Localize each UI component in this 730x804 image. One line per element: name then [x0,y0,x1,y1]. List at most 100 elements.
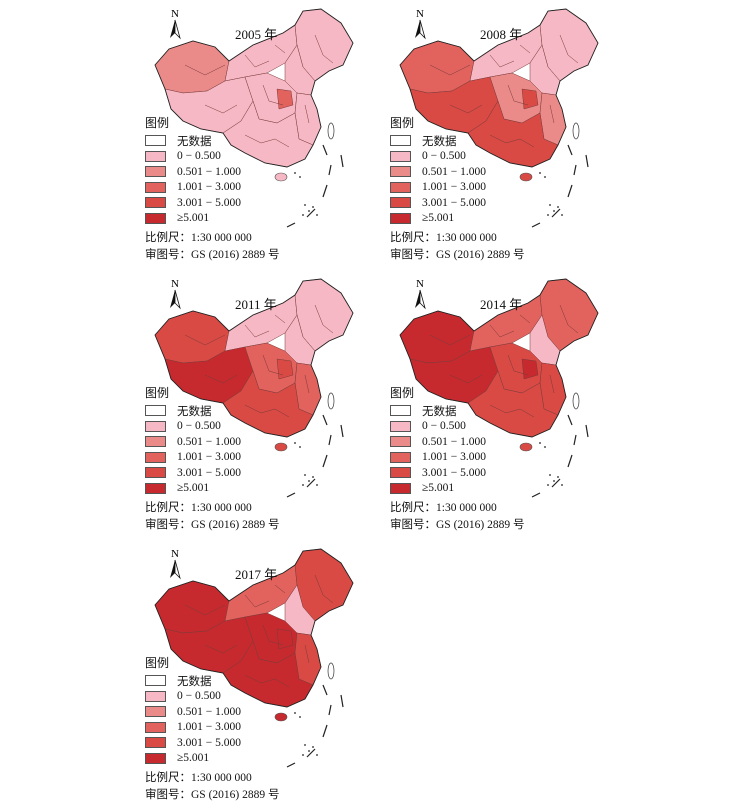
legend-label: 0 − 0.500 [422,420,466,433]
map-footer: 比例尺：1:30 000 000 审图号：GS (2016) 2889 号 [145,230,279,264]
maritime-boundary-dash [322,414,328,426]
island-dot [561,484,563,486]
province-boundary [244,324,270,338]
legend-title: 图例 [390,386,415,400]
map-year-label: 2005 年 [235,27,278,42]
maritime-boundary-dash [328,434,332,446]
region-taiwan [572,392,580,410]
island-dot [304,474,306,476]
maritime-boundary-dash [573,434,577,446]
province-boundary [314,574,334,604]
island-dot [308,210,310,212]
legend-label: 0.501 − 1.000 [422,435,486,448]
island-dot [547,214,549,216]
province-boundary [274,584,286,594]
legend-label: 1.001 − 3.000 [422,451,486,464]
legend-item: 0.501 − 1.000 [390,164,590,180]
legend-swatch [390,436,411,448]
choropleth-map [399,8,599,228]
legend-swatch [145,482,166,494]
north-arrow-icon: N [415,8,426,40]
maritime-boundary-dash [328,704,332,716]
maritime-boundary-dash [551,208,561,218]
legend-swatch [145,436,166,448]
map-year-label: 2011 年 [235,297,277,312]
region-taiwan [572,122,580,140]
map-panel-2008: N 2008 年 图例 无数据 0 − 0.500 0.501 − 1.000 1.0… [390,5,640,261]
region-hotspot [276,628,294,650]
island-dot [557,206,559,208]
legend-swatch [145,467,166,479]
maritime-boundary-dash [286,222,296,228]
legend-swatch [390,451,411,463]
maritime-boundary-dash [322,144,328,156]
island-dot [299,176,301,178]
legend-label: 1.001 − 3.000 [177,181,241,194]
legend: 图例 无数据 0 − 0.500 0.501 − 1.000 1.001 − 3.00… [145,116,345,226]
region-hainan [274,712,288,722]
scale-text: 比例尺：1:30 000 000 [145,502,252,514]
province-boundary [507,354,529,376]
island-dot [312,476,314,478]
maritime-boundary-dash [306,748,316,758]
legend-item: 0 − 0.500 [390,149,590,165]
legend-item: 3.001 − 5.000 [390,465,590,481]
legend-swatch [145,135,166,147]
legend-label: 0.501 − 1.000 [177,435,241,448]
legend-label: 3.001 − 5.000 [177,736,241,749]
legend-label: 0.501 − 1.000 [177,165,241,178]
legend-item: 0.501 − 1.000 [145,704,345,720]
province-boundary [489,404,535,418]
region-hainan [274,172,288,182]
legend-item: ≥5.001 [390,481,590,497]
legend: 图例 无数据 0 − 0.500 0.501 − 1.000 1.001 − 3.00… [390,116,590,226]
legend-item: 0 − 0.500 [145,689,345,705]
maritime-boundary-dash [286,492,296,498]
legend-label: ≥5.001 [422,212,455,225]
maritime-boundary-dash [286,762,296,768]
choropleth-map [399,278,599,498]
legend-swatch [145,150,166,162]
province-boundary [519,314,531,324]
legend-item: 0.501 − 1.000 [390,434,590,450]
legend-item: 无数据 [145,403,345,419]
island-dot [544,176,546,178]
island-dot [308,750,310,752]
map-panel-2005: N 2005 年 图例 无数据 0 − 0.500 0.501 − 1.000 1.0… [145,5,395,261]
province-boundary [314,304,334,334]
country-border [154,278,354,438]
map-year-label: 2008 年 [480,27,523,42]
legend-item: 3.001 − 5.000 [145,195,345,211]
province-boundary [314,34,334,64]
legend-label: 0 − 0.500 [177,420,221,433]
region-taiwan [327,392,335,410]
legend-label: 3.001 − 5.000 [422,466,486,479]
legend-item: 1.001 − 3.000 [390,180,590,196]
map-panel-2011: N 2011 年 图例 无数据 0 − 0.500 0.501 − 1.000 1.0… [145,275,395,531]
legend-swatch [145,197,166,209]
legend-label: 0 − 0.500 [177,150,221,163]
legend-title: 图例 [390,116,415,130]
island-dot [316,214,318,216]
region-hotspot [521,358,539,380]
svg-text:N: N [171,8,179,20]
legend-swatch [390,135,411,147]
legend-label: 3.001 − 5.000 [177,466,241,479]
map-year-label: 2014 年 [480,297,523,312]
province-boundary [449,104,483,114]
map-footer: 比例尺：1:30 000 000 审图号：GS (2016) 2889 号 [145,770,279,804]
legend-item: 0 − 0.500 [145,149,345,165]
legend-label: 无数据 [422,405,457,418]
island-dot [557,476,559,478]
legend-item: ≥5.001 [145,211,345,227]
legend-swatch [390,197,411,209]
maritime-boundary-dash [567,414,573,426]
legend-item: ≥5.001 [145,751,345,767]
legend-swatch [145,721,166,733]
region-hotspot [521,88,539,110]
map-footer: 比例尺：1:30 000 000 审图号：GS (2016) 2889 号 [390,230,524,264]
legend-item: 无数据 [390,133,590,149]
province-boundary [204,644,238,654]
maritime-boundary-dash [322,724,328,738]
legend-item: 无数据 [390,403,590,419]
